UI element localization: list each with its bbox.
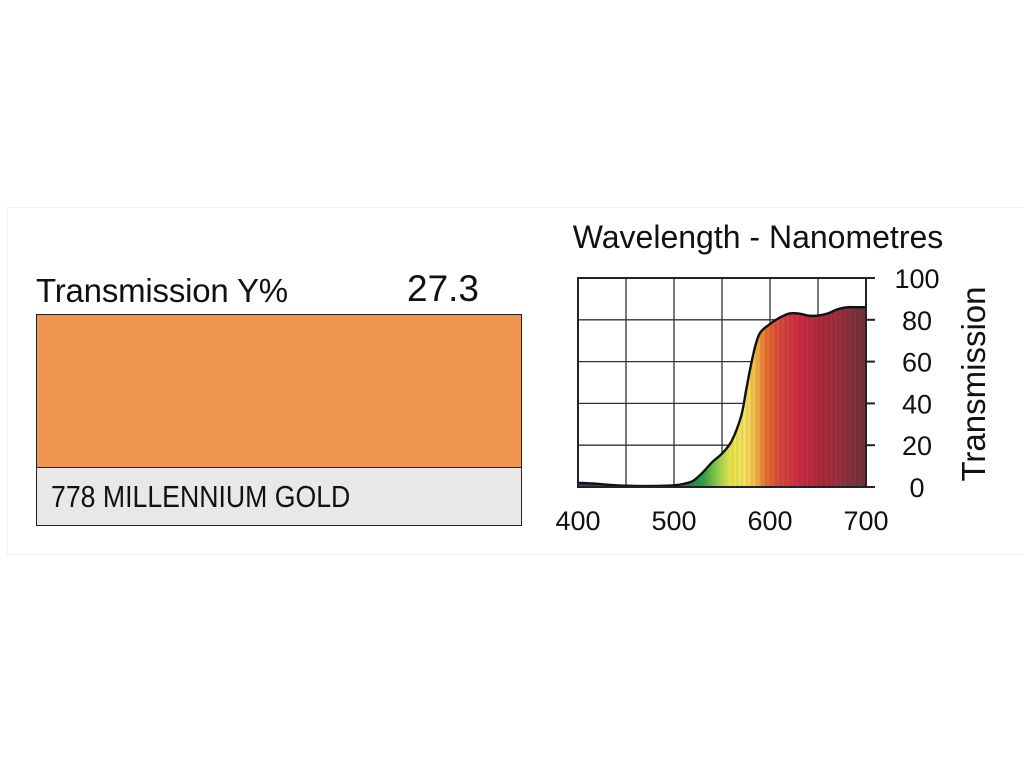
filter-name: 778 MILLENNIUM GOLD (51, 479, 351, 514)
y-tick-label: 20 (902, 431, 932, 461)
spectrum-stripe (842, 307, 844, 487)
spectrum-stripe (861, 307, 864, 487)
spectrum-stripe (794, 307, 796, 487)
transmission-value: 27.3 (407, 268, 480, 309)
spectrum-stripe (731, 307, 734, 487)
spectrum-stripe (822, 307, 825, 487)
spectrum-stripe (813, 307, 816, 487)
y-axis-ticks: 0 20 40 60 80 100 (866, 264, 940, 503)
spectrum-stripe (818, 307, 820, 487)
spectrum-stripe (784, 307, 787, 487)
y-tick-label: 100 (894, 264, 939, 294)
plot-frame (577, 277, 867, 488)
swatch-color-block (37, 315, 521, 468)
y-axis-label: Transmission (955, 287, 992, 482)
transmission-label: Transmission Y% (36, 272, 288, 309)
transmission-curve (577, 305, 866, 488)
spectrum-stripe (789, 307, 792, 487)
spectrum-stripe (851, 307, 854, 487)
spectrum-stripe (856, 307, 859, 487)
spectrum-stripe (736, 307, 739, 487)
spectrum-stripe (765, 307, 768, 487)
spectrum-stripe (798, 307, 801, 487)
x-axis-ticks: 400 500 600 700 (555, 506, 888, 536)
filter-swatch: 778 MILLENNIUM GOLD (36, 314, 522, 526)
x-tick-label: 400 (555, 506, 600, 536)
spectrum-stripe (755, 307, 758, 487)
filter-name-panel: 778 MILLENNIUM GOLD (37, 468, 521, 525)
y-tick-label: 60 (902, 348, 932, 378)
spectrum-stripe (741, 307, 744, 487)
chart-title: Wavelength - Nanometres (573, 219, 944, 255)
spectrum-stripe (827, 307, 830, 487)
y-tick-label: 0 (909, 473, 924, 503)
spectrum-stripe (746, 307, 748, 487)
spectrum-stripe (803, 307, 806, 487)
spectrum-stripe (774, 307, 777, 487)
x-tick-label: 700 (843, 506, 888, 536)
x-tick-label: 500 (651, 506, 696, 536)
y-tick-label: 80 (902, 306, 932, 336)
y-tick-label: 40 (902, 389, 932, 419)
spectrum-stripe (750, 307, 753, 487)
spectrum-stripe (837, 307, 840, 487)
spectrum-stripe (808, 307, 811, 487)
spectrum-stripe (770, 307, 772, 487)
x-tick-label: 600 (747, 506, 792, 536)
spectrum-stripe (760, 307, 763, 487)
spectrum-stripe (779, 307, 782, 487)
spectrum-stripe (846, 307, 849, 487)
spectrum-area (578, 307, 866, 487)
spectrum-stripe (832, 307, 835, 487)
